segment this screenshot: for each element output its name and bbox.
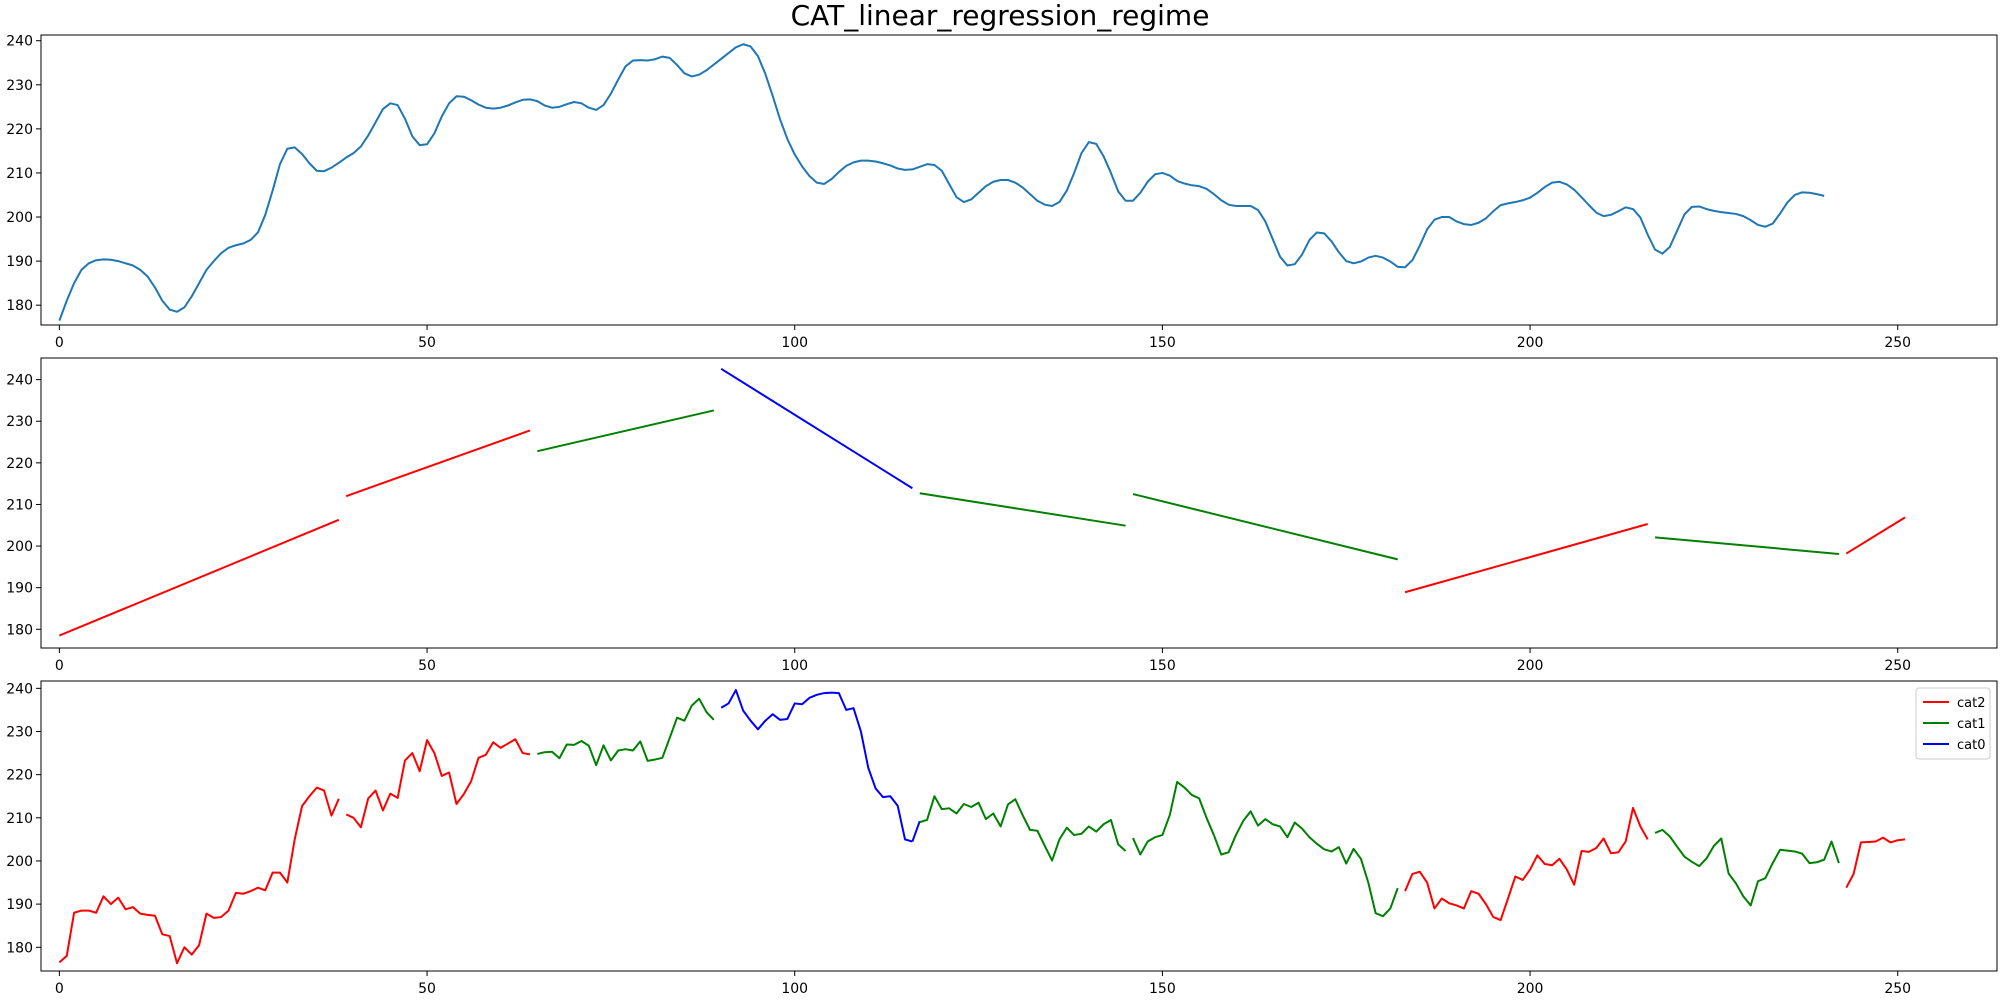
y-tick-label: 210 [6,811,33,827]
series-line-raw-5 [919,795,1127,862]
x-tick-label: 100 [781,981,808,997]
x-tick-label: 0 [55,981,64,997]
y-tick-label: 190 [6,897,33,913]
x-tick-label: 100 [781,335,808,351]
x-tick-label: 200 [1517,335,1544,351]
series-line-raw-1 [345,738,531,829]
series-line-raw-0 [58,786,340,965]
y-tick-label: 190 [6,581,33,597]
y-tick-label: 230 [6,78,33,94]
series-line-raw-9 [1845,836,1906,889]
series-line-regression-1 [345,429,531,498]
y-tick-label: 220 [6,122,33,138]
series-line-raw-4 [911,820,921,842]
series-line-regression-3 [720,367,913,490]
x-tick-label: 0 [55,658,64,674]
y-tick-label: 230 [6,724,33,740]
series-line-regression-6 [1404,523,1648,594]
series-line-regression-0 [58,518,340,637]
y-tick-label: 210 [6,497,33,513]
x-tick-label: 250 [1884,335,1911,351]
panel-smoothed: 0 50 100 150 200 250 180 190 200 210 220 230 240 [6,34,1998,351]
y-tick-label: 220 [6,456,33,472]
legend: cat2 cat1 cat0 [1915,687,1991,760]
series-line-regression-8 [1845,516,1906,555]
y-tick-label: 210 [6,166,33,182]
y-tick-label: 240 [6,373,33,389]
legend-box [1915,687,1991,760]
axes-frame [40,357,1998,649]
axes-frame [40,34,1998,326]
y-tick-label: 180 [6,622,33,638]
series-line-raw-7 [1404,806,1649,922]
y-tick-label: 220 [6,768,33,784]
y-tick-label: 200 [6,854,33,870]
chart-title: CAT_linear_regression_regime [790,0,1210,32]
x-tick-label: 50 [418,981,436,997]
panel-raw: 0 50 100 150 200 250 180 190 200 210 220 230 240 cat2… [6,680,1998,997]
series-line-regression-5 [1132,493,1398,561]
legend-label-cat0: cat0 [1957,738,1985,753]
series-line-raw-8 [1654,828,1840,907]
x-tick-label: 50 [418,335,436,351]
series-line-regression-4 [919,492,1126,527]
series-line-regression-7 [1654,536,1839,555]
y-tick-label: 240 [6,681,33,697]
y-tick-label: 230 [6,414,33,430]
x-tick-label: 150 [1149,658,1176,674]
x-tick-label: 200 [1517,658,1544,674]
x-tick-label: 50 [418,658,436,674]
series-line-smoothed-0 [58,43,1825,321]
x-tick-label: 150 [1149,335,1176,351]
y-tick-label: 190 [6,254,33,270]
y-tick-label: 180 [6,940,33,956]
series-line-raw-3 [720,689,913,843]
x-tick-label: 0 [55,335,64,351]
x-tick-label: 250 [1884,658,1911,674]
x-tick-label: 150 [1149,981,1176,997]
y-tick-label: 240 [6,34,33,50]
axes-frame [40,680,1998,972]
x-tick-label: 100 [781,658,808,674]
x-tick-label: 250 [1884,981,1911,997]
legend-label-cat2: cat2 [1957,696,1985,711]
series-line-regression-2 [537,409,715,453]
legend-label-cat1: cat1 [1957,717,1985,732]
panel-regression: 0 50 100 150 200 250 180 190 200 210 220 230 240 [6,357,1998,674]
y-tick-label: 180 [6,298,33,314]
y-tick-label: 200 [6,210,33,226]
x-tick-label: 200 [1517,981,1544,997]
series-line-raw-2 [537,697,715,767]
series-line-raw-6 [1132,780,1399,918]
y-tick-label: 200 [6,539,33,555]
